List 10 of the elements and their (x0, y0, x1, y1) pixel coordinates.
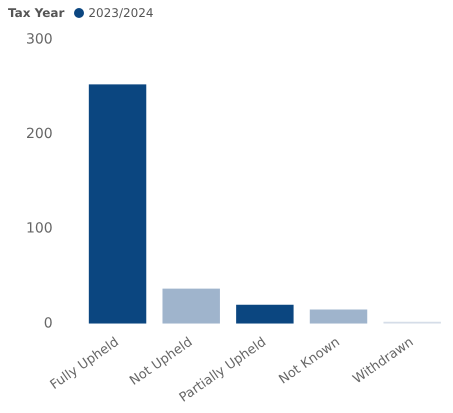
bar (236, 304, 294, 324)
bar (310, 309, 368, 324)
y-tick-label: 200 (26, 126, 53, 142)
legend-title: Tax Year (8, 6, 64, 20)
bar (162, 288, 220, 324)
y-tick-label: 0 (44, 315, 53, 332)
y-tick-label: 100 (26, 220, 53, 237)
bar (88, 84, 146, 324)
y-tick-label: 300 (26, 32, 53, 48)
legend-label: 2023/2024 (88, 6, 154, 20)
